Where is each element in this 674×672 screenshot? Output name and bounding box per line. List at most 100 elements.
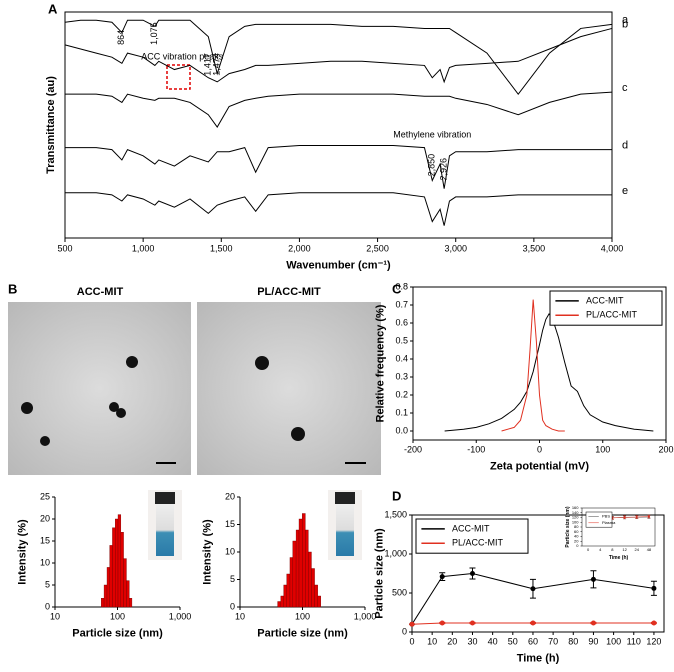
y-tick-label: 0.0 — [395, 425, 408, 435]
y-tick-label: 0 — [45, 601, 50, 611]
particle — [116, 408, 126, 418]
legend-label: ACC-MIT — [452, 523, 490, 533]
x-tick-label: 24 — [635, 547, 640, 552]
vial — [336, 504, 354, 556]
x-tick-label: 2,000 — [288, 244, 311, 254]
x-tick-label: 90 — [588, 637, 598, 647]
point — [623, 516, 626, 519]
series-label: c — [622, 82, 628, 94]
y-axis-title: Relative frequency (%) — [375, 304, 387, 422]
particle — [109, 402, 119, 412]
x-tick-label: 80 — [568, 637, 578, 647]
bar — [280, 595, 284, 608]
x-tick-label: 2,500 — [366, 244, 389, 254]
x-tick-label: 48 — [647, 547, 652, 552]
series-label: b — [622, 18, 628, 30]
x-axis-title: Time (h) — [609, 555, 629, 561]
x-tick-label: 100 — [295, 612, 310, 622]
annotation: Methylene vibration — [393, 130, 471, 140]
highlight-box — [166, 64, 191, 90]
x-tick-label: 3,000 — [444, 244, 467, 254]
point — [647, 515, 650, 518]
vial-photos — [148, 490, 362, 560]
y-tick-label: 0 — [576, 543, 579, 548]
x-axis-title: Particle size (nm) — [72, 627, 163, 639]
y-tick-label: 160 — [572, 505, 579, 510]
x-axis-title: Wavenumber (cm⁻¹) — [286, 259, 391, 271]
bar — [109, 545, 113, 608]
series-label: d — [622, 140, 628, 152]
y-tick-label: 500 — [392, 587, 407, 597]
series-line — [65, 192, 612, 226]
point — [635, 516, 638, 519]
tem-images — [8, 302, 381, 475]
point — [651, 585, 657, 591]
vial-cap — [335, 492, 355, 504]
annotation: 864 — [116, 30, 126, 45]
legend-box — [415, 518, 529, 554]
y-axis-title: Intensity (%) — [202, 519, 214, 585]
x-tick-label: 0 — [587, 547, 590, 552]
y-axis-title: Particle size (nm) — [374, 528, 386, 619]
bar — [126, 580, 130, 608]
chart-title: PL/ACC-MIT — [257, 286, 321, 298]
bar — [117, 514, 122, 608]
plot-frame — [411, 514, 665, 633]
x-tick-label: 40 — [488, 637, 498, 647]
y-tick-label: 100 — [572, 519, 579, 524]
point — [651, 620, 657, 626]
bar — [289, 557, 294, 608]
x-tick-label: 200 — [658, 445, 673, 455]
annotation: 2,850 — [427, 154, 437, 177]
bar — [120, 532, 124, 608]
x-tick-label: -100 — [467, 445, 485, 455]
y-tick-label: 0.3 — [395, 371, 408, 381]
point — [590, 620, 596, 626]
x-tick-label: 120 — [646, 637, 661, 647]
bar — [101, 598, 105, 608]
legend-label: Plasma — [602, 520, 616, 525]
annotation: 1,075 — [149, 22, 159, 45]
chart-title: ACC-MIT — [77, 286, 124, 298]
x-tick-label: 1,000 — [169, 612, 192, 622]
legend-label: PL/ACC-MIT — [452, 538, 504, 548]
particle — [255, 356, 269, 370]
bar — [123, 558, 127, 608]
bar — [302, 513, 306, 608]
y-tick-label: 60 — [574, 529, 579, 534]
y-tick-label: 0 — [402, 626, 407, 636]
y-tick-label: 1,500 — [384, 509, 407, 519]
x-tick-label: 4,000 — [601, 244, 624, 254]
bar — [286, 573, 291, 608]
y-tick-label: 40 — [574, 534, 579, 539]
x-tick-label: 3,500 — [523, 244, 546, 254]
bar — [112, 527, 116, 608]
particle — [40, 436, 50, 446]
bar — [305, 529, 309, 608]
bar — [277, 601, 282, 608]
y-tick-label: 0.5 — [395, 335, 408, 345]
x-tick-label: 70 — [548, 637, 558, 647]
bar — [317, 595, 321, 608]
x-axis-title: Particle size (nm) — [257, 627, 348, 639]
y-axis-title: Intensity (%) — [17, 519, 29, 585]
x-tick-label: 500 — [57, 244, 72, 254]
plot-frame — [64, 11, 613, 239]
x-tick-label: 0 — [409, 637, 414, 647]
y-tick-label: 140 — [572, 510, 579, 515]
point — [439, 574, 445, 580]
annotation: 1,474 — [212, 53, 222, 76]
x-tick-label: 100 — [606, 637, 621, 647]
panel-letter: C — [392, 281, 402, 296]
y-tick-label: 1,000 — [384, 548, 407, 558]
y-tick-label: 20 — [574, 538, 579, 543]
bar — [308, 551, 312, 608]
legend-box — [585, 511, 613, 528]
y-tick-label: 20 — [225, 491, 235, 501]
x-axis-title: Time (h) — [517, 652, 560, 664]
legend-box — [549, 290, 663, 326]
y-tick-label: 25 — [40, 491, 50, 501]
y-tick-label: 0.6 — [395, 317, 408, 327]
series-line — [65, 91, 613, 128]
